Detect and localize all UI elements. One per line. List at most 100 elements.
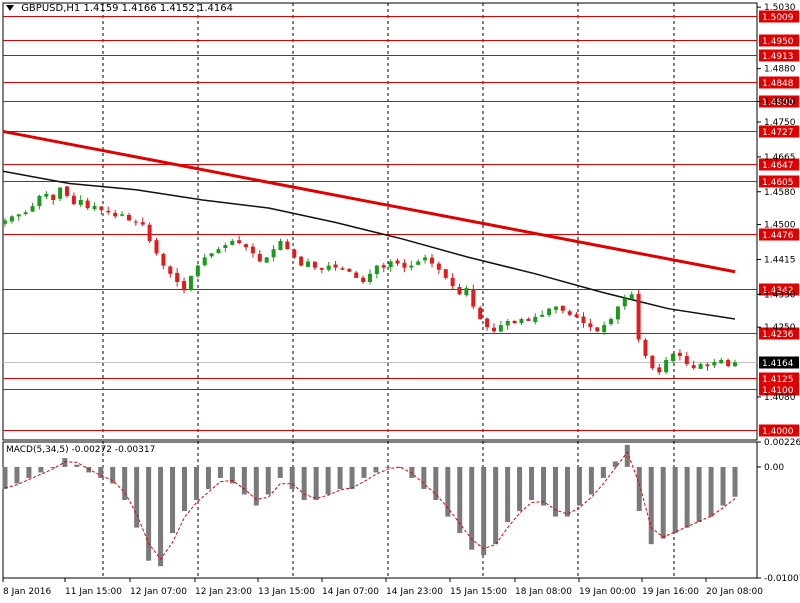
macd-tick-label: 0.00 <box>764 463 784 473</box>
candle-body <box>491 327 496 332</box>
macd-bar <box>134 466 140 528</box>
level-label-box <box>759 125 799 138</box>
level-label: 1.5009 <box>762 13 794 23</box>
macd-bar <box>361 466 367 478</box>
level-label: 1.4125 <box>762 375 794 385</box>
candle-body <box>574 314 579 317</box>
trend-line[interactable] <box>2 129 736 274</box>
level-label-box <box>759 49 799 62</box>
candle-body <box>409 265 414 268</box>
macd-bar <box>182 466 188 512</box>
level-label-box <box>759 228 799 241</box>
candle-body <box>553 306 558 310</box>
candle-body <box>505 321 510 326</box>
candle-body <box>657 367 662 373</box>
time-label: 12 Jan 23:00 <box>195 587 252 597</box>
price-tick-label: 1.4665 <box>764 153 796 163</box>
time-label: 19 Jan 16:00 <box>642 587 699 597</box>
macd-bar <box>469 466 475 550</box>
candle-body <box>636 293 641 340</box>
candle-body <box>44 193 49 197</box>
candle-body <box>726 360 731 367</box>
macd-pane-frame <box>2 441 758 579</box>
candle-body <box>51 194 56 200</box>
level-label-box <box>759 283 799 296</box>
macd-bar <box>349 466 355 489</box>
price-tick-label: 1.4250 <box>764 323 796 333</box>
macd-bar <box>122 466 128 501</box>
level-label: 1.4913 <box>762 52 794 62</box>
candles <box>3 185 737 375</box>
macd-bar <box>409 466 415 478</box>
level-label: 1.4848 <box>762 79 794 89</box>
candle-body <box>368 273 372 282</box>
macd-bar <box>552 466 558 517</box>
candle-body <box>526 318 531 322</box>
candle-body <box>671 353 676 362</box>
macd-bar <box>14 466 20 484</box>
candle-body <box>381 265 386 268</box>
time-label: 12 Jan 07:00 <box>130 587 187 597</box>
low-value: 1.4152 <box>159 3 195 14</box>
candle-body <box>147 224 152 241</box>
macd-bar <box>481 466 487 556</box>
candle-body <box>37 195 42 207</box>
candle-body <box>485 318 490 328</box>
triangle-down-icon[interactable] <box>6 5 14 11</box>
candle-body <box>216 249 221 254</box>
high-value: 1.4166 <box>121 3 157 14</box>
trend-line-red <box>2 129 736 274</box>
candle-body <box>402 263 407 268</box>
symbol-label: GBPUSD,H1 <box>21 3 81 14</box>
time-label: 19 Jan 00:00 <box>579 587 636 597</box>
level-label-box <box>759 34 799 47</box>
candle-body <box>733 362 737 367</box>
candle-body <box>64 186 69 196</box>
macd-bar <box>421 466 427 489</box>
macd-bar <box>636 466 642 512</box>
level-label: 1.4800 <box>762 98 794 108</box>
macd-bar <box>517 466 523 512</box>
candle-body <box>340 268 345 270</box>
candle-body <box>244 244 249 248</box>
macd-bar <box>38 466 44 473</box>
macd-bar <box>612 461 618 467</box>
candle-body <box>333 264 338 268</box>
macd-bar <box>624 444 630 467</box>
candle-body <box>250 246 255 254</box>
macd-bar <box>708 466 714 517</box>
macd-tick-label: -0.01007 <box>764 574 800 584</box>
candle-body <box>133 221 138 223</box>
macd-bar <box>505 466 511 523</box>
candle-body <box>567 311 572 315</box>
macd-bar <box>493 466 499 545</box>
level-label: 1.4647 <box>762 161 794 171</box>
price-tick-label: 1.4880 <box>764 65 796 75</box>
macd-bar <box>600 466 606 478</box>
macd-bar <box>98 466 104 478</box>
candle-body <box>299 256 304 266</box>
candle-body <box>395 260 400 264</box>
candle-body <box>113 212 118 217</box>
candle-body <box>78 199 83 205</box>
level-label: 1.4000 <box>762 427 794 437</box>
level-label-box <box>759 383 799 396</box>
price-tick-label: 1.4500 <box>764 221 796 231</box>
candle-body <box>16 214 21 217</box>
candle-body <box>581 316 586 324</box>
macd-bar <box>289 466 295 489</box>
price-tick-label: 1.5030 <box>764 3 796 13</box>
level-label: 1.4727 <box>762 128 794 138</box>
candle-body <box>9 216 14 222</box>
candle-body <box>436 263 441 270</box>
macd-bar <box>301 466 307 501</box>
candle-body <box>182 281 187 291</box>
macd-header: MACD(5,34,5) -0.00272 -0.00317 <box>6 445 155 455</box>
price-tick-label: 1.4330 <box>764 290 796 300</box>
candle-body <box>264 257 269 263</box>
candle-body <box>347 268 352 272</box>
time-label: 20 Jan 08:00 <box>706 587 763 597</box>
level-label-box <box>759 372 799 385</box>
